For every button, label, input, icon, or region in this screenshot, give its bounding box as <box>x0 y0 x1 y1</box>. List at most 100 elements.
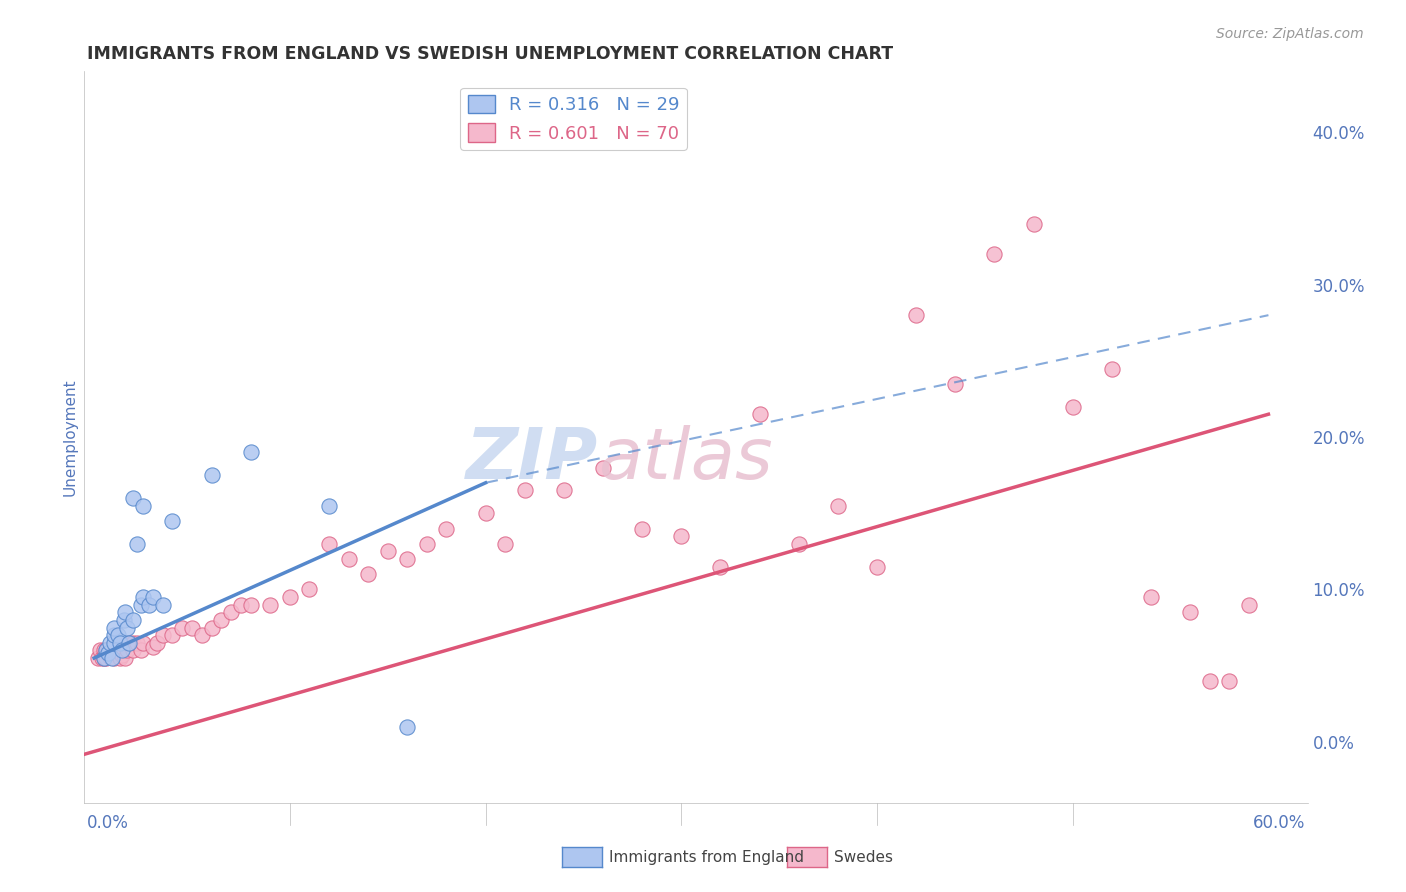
Point <box>357 567 380 582</box>
Point <box>377 544 399 558</box>
Point <box>239 598 262 612</box>
Point <box>93 643 115 657</box>
Point <box>146 636 169 650</box>
Point <box>107 628 129 642</box>
Point <box>162 514 184 528</box>
Point <box>108 651 131 665</box>
Point <box>100 647 122 661</box>
Point <box>110 643 132 657</box>
Point <box>827 499 849 513</box>
Point <box>138 598 160 612</box>
Point <box>905 308 928 322</box>
Point <box>866 559 889 574</box>
Point <box>97 643 120 657</box>
Point <box>553 483 575 498</box>
Text: 60.0%: 60.0% <box>1253 814 1305 831</box>
Point <box>122 491 145 505</box>
Point <box>396 552 419 566</box>
Point <box>93 651 115 665</box>
Point <box>112 613 135 627</box>
Text: Source: ZipAtlas.com: Source: ZipAtlas.com <box>1216 27 1364 41</box>
Point <box>200 468 222 483</box>
Point <box>436 521 458 535</box>
Point <box>709 559 731 574</box>
Point <box>152 598 174 612</box>
Text: Immigrants from England: Immigrants from England <box>609 850 804 864</box>
Point <box>110 648 132 662</box>
Point <box>94 643 117 657</box>
Point <box>416 537 439 551</box>
Point <box>209 613 232 627</box>
Point <box>94 651 117 665</box>
Point <box>87 651 110 665</box>
Point <box>396 720 419 734</box>
Point <box>114 605 136 619</box>
Point <box>129 598 152 612</box>
Point <box>114 651 136 665</box>
Text: IMMIGRANTS FROM ENGLAND VS SWEDISH UNEMPLOYMENT CORRELATION CHART: IMMIGRANTS FROM ENGLAND VS SWEDISH UNEMP… <box>87 45 893 62</box>
Point <box>1140 590 1163 604</box>
Point <box>191 628 214 642</box>
Point <box>103 621 125 635</box>
Point <box>103 636 125 650</box>
Point <box>298 582 321 597</box>
Point <box>337 552 360 566</box>
Point <box>787 537 810 551</box>
Point <box>132 499 155 513</box>
Point <box>1218 673 1240 688</box>
Point <box>89 643 111 657</box>
Point <box>318 537 340 551</box>
Text: ZIP: ZIP <box>465 425 598 493</box>
Point <box>474 506 496 520</box>
Point <box>513 483 536 498</box>
Point <box>108 636 131 650</box>
Point <box>98 649 121 664</box>
Text: Swedes: Swedes <box>834 850 893 864</box>
Point <box>671 529 693 543</box>
Point <box>1022 217 1045 231</box>
Point <box>97 647 120 661</box>
Point <box>1237 598 1260 612</box>
Point <box>94 643 117 657</box>
Point <box>494 537 516 551</box>
Point <box>122 636 145 650</box>
Point <box>278 590 301 604</box>
Point <box>631 521 654 535</box>
Point <box>103 651 125 665</box>
Point <box>98 636 121 650</box>
Point <box>172 621 194 635</box>
Point <box>127 537 149 551</box>
Point <box>117 621 139 635</box>
Point <box>103 628 125 642</box>
Text: atlas: atlas <box>598 425 773 493</box>
Point <box>200 621 222 635</box>
Point <box>1198 673 1220 688</box>
Point <box>983 247 1005 261</box>
Point <box>219 605 242 619</box>
Point <box>318 499 340 513</box>
Point <box>1178 605 1201 619</box>
Point <box>142 640 165 655</box>
Point <box>104 647 127 661</box>
Point <box>142 590 165 604</box>
Point <box>100 651 122 665</box>
Point <box>127 636 149 650</box>
Point <box>122 613 145 627</box>
Point <box>748 407 770 421</box>
Point <box>162 628 184 642</box>
Y-axis label: Unemployment: Unemployment <box>62 378 77 496</box>
Point <box>943 376 966 391</box>
Point <box>118 636 141 650</box>
Point <box>107 643 129 657</box>
Point <box>103 643 125 657</box>
Point <box>129 643 152 657</box>
Point <box>1101 361 1123 376</box>
Point <box>592 460 614 475</box>
Point <box>112 643 135 657</box>
Point <box>259 598 281 612</box>
Point <box>122 643 145 657</box>
Point <box>239 445 262 459</box>
Point <box>117 643 139 657</box>
Legend: R = 0.316   N = 29, R = 0.601   N = 70: R = 0.316 N = 29, R = 0.601 N = 70 <box>460 87 686 150</box>
Point <box>229 598 252 612</box>
